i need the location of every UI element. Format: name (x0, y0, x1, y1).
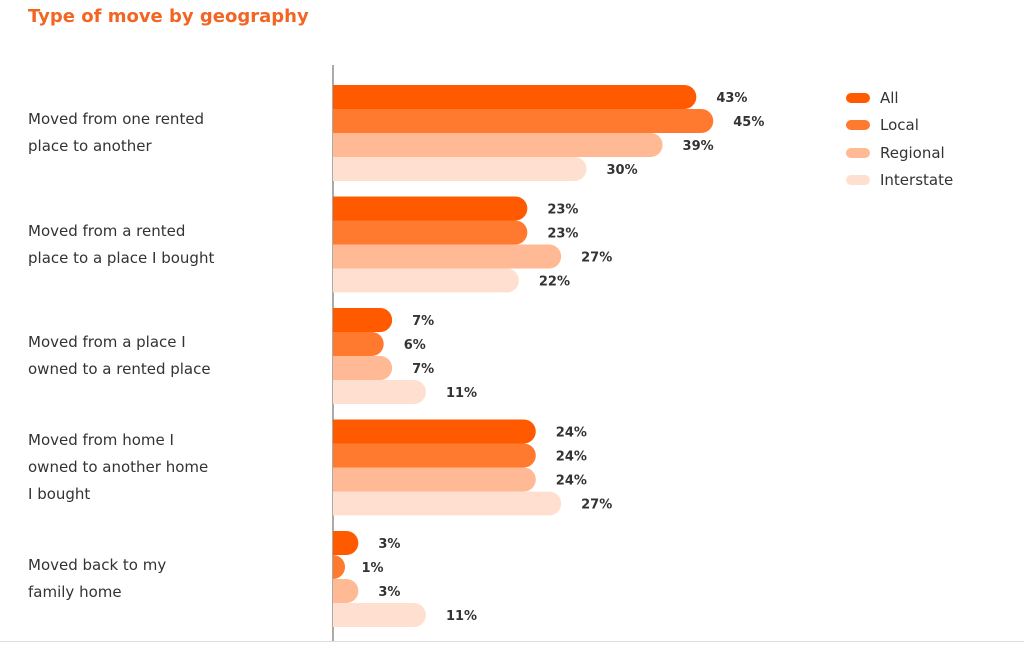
legend-label: Local (880, 116, 919, 135)
data-label: 24% (556, 474, 587, 489)
legend-item: Interstate (846, 167, 953, 195)
legend-item: All (846, 84, 953, 112)
bar-regional (333, 244, 562, 269)
legend: All Local Regional Interstate (846, 84, 953, 194)
legend-label: Interstate (880, 171, 954, 190)
data-label: 43% (716, 91, 747, 106)
bar-local (333, 220, 528, 245)
data-label: 7% (412, 314, 434, 329)
data-label: 3% (378, 585, 400, 600)
legend-swatch (846, 175, 870, 186)
data-label: 1% (361, 561, 383, 576)
data-label: 7% (412, 362, 434, 377)
bar-all (333, 196, 528, 221)
data-label: 24% (556, 450, 587, 465)
bar-regional (333, 356, 393, 380)
legend-item: Regional (846, 139, 953, 167)
bar-interstate (333, 268, 519, 293)
data-label: 11% (446, 386, 477, 401)
bar-regional (333, 133, 663, 157)
bar-interstate (333, 603, 426, 627)
legend-label: All (880, 88, 899, 107)
data-label: 39% (683, 139, 714, 154)
data-label: 11% (446, 609, 477, 624)
legend-item: Local (846, 112, 953, 140)
bar-all (333, 85, 697, 109)
bar-local (333, 443, 536, 468)
bar-interstate (333, 380, 426, 404)
bar-local (333, 332, 384, 356)
category-label: Moved back to my family home (28, 556, 167, 601)
bar-all (333, 308, 393, 332)
data-label: 23% (547, 227, 578, 242)
legend-swatch (846, 147, 870, 158)
bar-interstate (333, 491, 562, 516)
data-label: 3% (378, 537, 400, 552)
legend-swatch (846, 120, 870, 131)
legend-label: Regional (880, 143, 945, 162)
bar-local (333, 555, 345, 579)
bar-all (333, 531, 359, 555)
bar-local (333, 109, 714, 133)
data-label: 45% (733, 115, 764, 130)
chart-title: Type of move by geography (28, 6, 309, 27)
data-label: 6% (404, 338, 426, 353)
legend-swatch (846, 92, 870, 103)
data-label: 23% (547, 203, 578, 218)
data-label: 24% (556, 426, 587, 441)
category-label: Moved from a rented place to a place I bo… (28, 221, 215, 267)
data-label: 27% (581, 498, 612, 513)
data-label: 30% (607, 163, 638, 178)
data-label: 22% (539, 275, 570, 290)
bar-regional (333, 579, 359, 603)
category-label: Moved from one rented place to another (28, 110, 205, 155)
bottom-divider (0, 641, 1024, 642)
data-label: 27% (581, 251, 612, 266)
bar-all (333, 419, 536, 444)
bar-interstate (333, 157, 587, 181)
bar-regional (333, 467, 536, 492)
